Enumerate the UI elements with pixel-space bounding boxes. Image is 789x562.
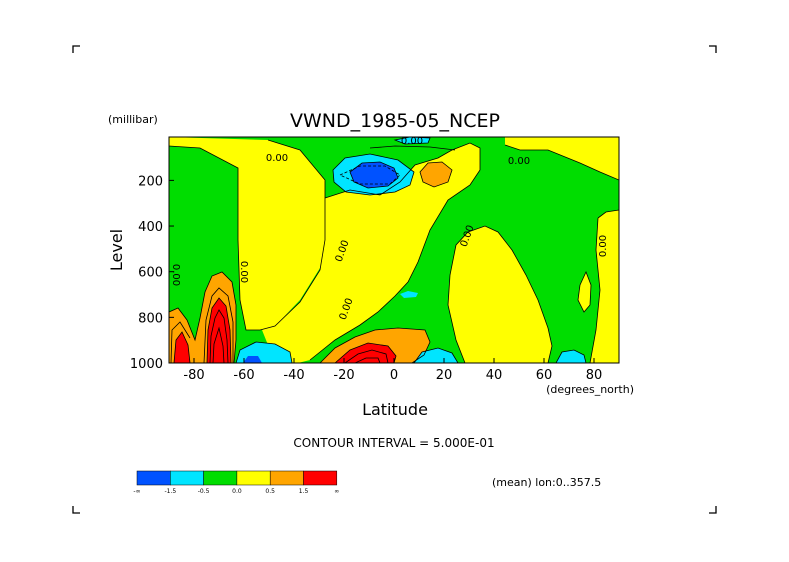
colorbar-swatch: [269, 470, 304, 486]
region-yellow-small: [578, 272, 591, 312]
colorbar-tick-label: 1.5: [299, 488, 309, 495]
y-tick-label: 800: [138, 311, 163, 326]
region-yellow-west: [169, 137, 325, 330]
region-cyan-mid: [400, 291, 418, 298]
x-tick-label: 20: [436, 368, 453, 383]
contour-label: 0.00: [598, 235, 609, 257]
colorbar-tick-label: 0.0: [232, 488, 242, 495]
x-tick-label: 80: [586, 368, 603, 383]
x-tick-label: 0: [390, 368, 398, 383]
y-units-label: (millibar): [108, 113, 158, 126]
region-orange-north: [420, 162, 452, 187]
y-tick-label: 600: [138, 266, 163, 281]
plot-area: 0.00 0.00 0.00 0.00 0.00 0.00 0.00 0.00 …: [168, 136, 620, 364]
x-tick-label: 40: [486, 368, 503, 383]
contour-label: 0.00: [401, 136, 423, 147]
colorbar-tick-label: ∞: [334, 488, 339, 495]
colorbar-tick-label: -∞: [133, 488, 140, 495]
region-blue-south: [243, 356, 262, 363]
colorbar-swatch: [303, 470, 338, 486]
x-axis-label: Latitude: [362, 400, 428, 419]
contour-label: 0.00: [170, 264, 181, 286]
region-blue-north: [350, 162, 398, 188]
region-red-jet-1: [174, 332, 190, 363]
y-axis-label: Level: [107, 229, 126, 271]
region-yellow-east: [448, 226, 552, 363]
region-strat-cyan: [395, 137, 430, 144]
y-tick-label: 200: [138, 174, 163, 189]
colorbar-tick-label: -0.5: [198, 488, 210, 495]
x-tick-label: -60: [233, 368, 254, 383]
colorbar-tick-label: -1.5: [164, 488, 176, 495]
x-units-label: (degrees_north): [546, 383, 634, 396]
x-tick-label: -20: [333, 368, 354, 383]
contour-labels: 0.00 0.00 0.00 0.00 0.00 0.00 0.00 0.00 …: [170, 136, 609, 321]
colorbar-tick-label: 0.5: [265, 488, 275, 495]
x-tick-label: -80: [183, 368, 204, 383]
mean-longitude-note: (mean) lon:0..357.5: [492, 476, 601, 489]
region-cyan-south-3: [556, 350, 586, 363]
colorbar-swatch: [236, 470, 271, 486]
x-axis: -80 -60 -40 -20 0 20 40 60 80: [183, 358, 602, 383]
x-tick-label: 60: [536, 368, 553, 383]
colorbar-swatch: [203, 470, 238, 486]
colorbar: -∞ -1.5 -0.5 0.0 0.5 1.5 ∞: [133, 470, 339, 495]
contour-label: 0.00: [238, 261, 249, 283]
region-yellow-far-east: [590, 210, 619, 363]
contour-label: 0.00: [508, 156, 530, 167]
region-yellow-central: [262, 143, 480, 363]
region-red-central: [335, 343, 396, 363]
y-tick-label: 1000: [130, 357, 163, 372]
contour-lines: [169, 137, 619, 363]
contour-interval-text: CONTOUR INTERVAL = 5.000E-01: [293, 436, 494, 450]
region-yellow-northeast: [505, 137, 619, 180]
contour-label: 0.00: [266, 153, 288, 164]
chart-title: VWND_1985-05_NCEP: [290, 110, 500, 132]
colorbar-swatch: [170, 470, 204, 486]
x-tick-label: -40: [283, 368, 304, 383]
colorbar-swatch: [136, 470, 171, 486]
region-cyan-south-2: [414, 348, 458, 363]
page-corner-marks: [72, 45, 717, 514]
region-red-jet-2: [207, 298, 231, 363]
y-axis: 200 400 600 800 1000: [130, 174, 174, 372]
y-tick-label: 400: [138, 220, 163, 235]
